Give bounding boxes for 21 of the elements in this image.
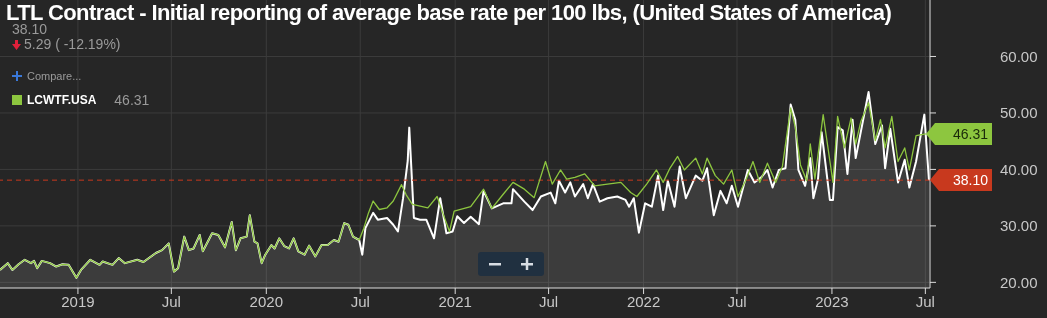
- x-tick-label: Jul: [161, 292, 181, 310]
- x-tick-label: 2023: [815, 292, 849, 310]
- y-tick-label: 20.00: [1000, 273, 1038, 291]
- y-tick-label: 50.00: [1000, 104, 1038, 122]
- annotation: 46.31: [952, 125, 988, 142]
- x-tick-label: 2022: [626, 292, 661, 310]
- ref-line-label: 38.10: [952, 172, 988, 189]
- y-tick-label: 40.00: [1000, 160, 1038, 178]
- x-tick-label: 2019: [61, 292, 95, 310]
- annotation: 46.31: [114, 92, 150, 108]
- legend-label: LCWTF.USA: [27, 93, 97, 107]
- x-tick-label: Jul: [915, 292, 935, 310]
- y-tick-label: 60.00: [1000, 47, 1038, 65]
- x-tick-label: Jul: [539, 292, 559, 310]
- x-tick-label: Jul: [727, 292, 747, 310]
- annotation: Compare...: [26, 70, 82, 82]
- annotation: 5.29 ( -12.19%): [23, 36, 121, 52]
- y-tick-label: 30.00: [1000, 217, 1038, 235]
- x-tick-label: 2021: [438, 292, 472, 310]
- x-tick-label: 2020: [249, 292, 283, 310]
- x-tick-label: Jul: [350, 292, 370, 310]
